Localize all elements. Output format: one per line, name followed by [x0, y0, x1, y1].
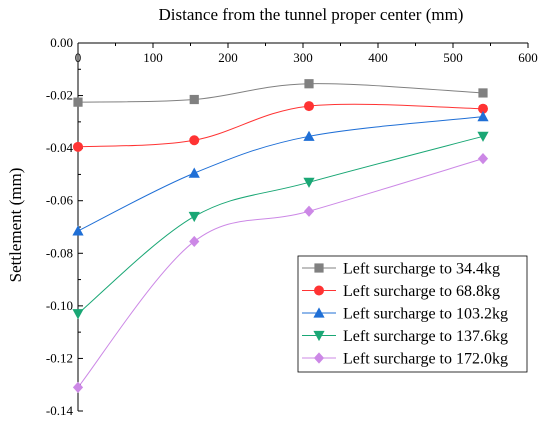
series-line — [77, 103, 484, 148]
legend-label: Left surcharge to 172.0kg — [343, 351, 508, 368]
data-point — [478, 88, 488, 98]
y-tick-label: -0.08 — [46, 245, 73, 260]
data-point — [72, 381, 84, 393]
series-2 — [72, 111, 489, 236]
legend-label: Left surcharge to 34.4kg — [343, 261, 500, 278]
data-point — [188, 167, 200, 178]
data-point — [72, 225, 84, 236]
legend-box — [297, 255, 528, 373]
y-tick-label: -0.04 — [46, 140, 74, 155]
data-point — [189, 235, 200, 248]
legend-marker — [314, 285, 324, 296]
legend-label: Left surcharge to 68.8kg — [343, 283, 500, 300]
series-0 — [73, 79, 488, 107]
legend-label: Left surcharge to 103.2kg — [343, 306, 508, 323]
data-point — [73, 97, 83, 107]
legend-marker — [314, 263, 324, 273]
x-tick-label: 500 — [443, 50, 463, 65]
data-point — [188, 211, 200, 223]
x-tick-label: 0 — [75, 50, 82, 65]
series-line — [77, 158, 484, 388]
legend-marker — [313, 330, 325, 342]
data-point — [303, 177, 315, 188]
series-layer — [72, 79, 489, 393]
data-point — [189, 135, 200, 146]
x-tick-label: 200 — [218, 50, 238, 65]
x-tick-label: 100 — [143, 50, 163, 65]
data-point — [478, 103, 488, 114]
axes: 0 100 200 300 400 500 600 0.00 -0.02 -0.04 -0.06 -0… — [46, 35, 538, 418]
y-axis-title: Settlement (mm) — [6, 168, 25, 283]
data-point — [303, 205, 315, 217]
y-tick-label: -0.06 — [46, 193, 74, 208]
series-3 — [72, 131, 489, 320]
data-point — [477, 131, 489, 142]
x-tick-label: 300 — [293, 50, 313, 65]
data-point — [303, 130, 315, 141]
data-point — [477, 153, 489, 165]
legend-marker — [313, 307, 325, 318]
x-tick-label: 600 — [518, 50, 538, 65]
legend: Left surcharge to 34.4kg Left surcharge t… — [297, 255, 528, 373]
data-point — [304, 79, 314, 89]
data-point — [189, 94, 199, 105]
y-tick-label: -0.12 — [46, 350, 73, 365]
data-point — [72, 309, 84, 320]
y-tick-label: -0.02 — [46, 88, 73, 103]
y-tick-label: 0.00 — [50, 35, 73, 50]
series-line — [77, 116, 484, 232]
data-point — [73, 141, 83, 152]
series-line — [77, 135, 484, 315]
legend-label: Left surcharge to 137.6kg — [343, 328, 508, 345]
data-point — [477, 111, 489, 122]
legend-marker — [313, 352, 325, 364]
series-1 — [73, 101, 488, 152]
y-tick-label: -0.14 — [46, 403, 74, 418]
x-axis-title: Distance from the tunnel proper center (… — [159, 5, 464, 24]
x-tick-label: 400 — [368, 50, 388, 65]
y-tick-label: -0.10 — [46, 298, 73, 313]
series-line — [77, 83, 484, 103]
data-point — [304, 101, 314, 112]
series-4 — [72, 153, 489, 393]
